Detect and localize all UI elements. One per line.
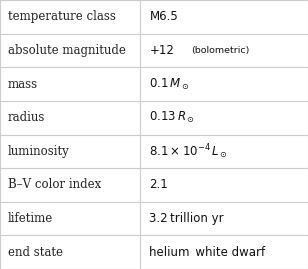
Text: 3.2 trillion yr: 3.2 trillion yr [149, 212, 224, 225]
Text: (bolometric): (bolometric) [191, 46, 249, 55]
Text: mass: mass [8, 77, 38, 91]
Text: M6.5: M6.5 [149, 10, 178, 23]
Text: $8.1\times10^{-4}\,\mathit{L}_\odot$: $8.1\times10^{-4}\,\mathit{L}_\odot$ [149, 142, 228, 161]
Text: end state: end state [8, 246, 63, 259]
Text: +12: +12 [149, 44, 174, 57]
Text: $0.13\,\mathit{R}_\odot$: $0.13\,\mathit{R}_\odot$ [149, 110, 195, 125]
Text: $0.1\,\mathit{M}_\odot$: $0.1\,\mathit{M}_\odot$ [149, 76, 190, 92]
Text: temperature class: temperature class [8, 10, 116, 23]
Text: B–V color index: B–V color index [8, 178, 101, 192]
Text: 2.1: 2.1 [149, 178, 168, 192]
Text: absolute magnitude: absolute magnitude [8, 44, 126, 57]
Text: luminosity: luminosity [8, 145, 69, 158]
Text: lifetime: lifetime [8, 212, 53, 225]
Text: radius: radius [8, 111, 45, 124]
Text: helium white dwarf: helium white dwarf [149, 246, 265, 259]
